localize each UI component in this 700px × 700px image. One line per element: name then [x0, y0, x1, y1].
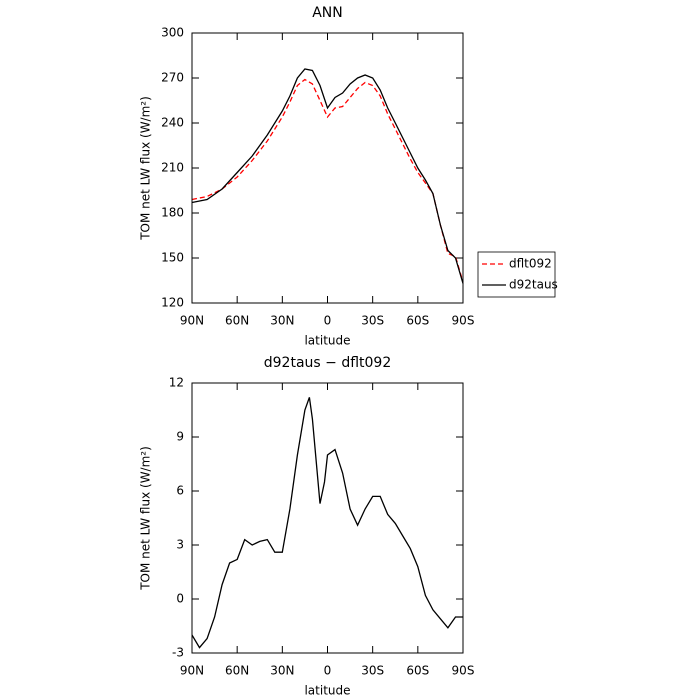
- plot-frame: [191, 382, 464, 654]
- x-axis-label: latitude: [304, 334, 350, 348]
- x-tick-label: 60N: [225, 314, 249, 328]
- y-tick-label: 6: [176, 484, 184, 498]
- y-tick-label: 3: [176, 538, 184, 552]
- x-tick-label: 60S: [406, 664, 429, 678]
- chart-title: ANN: [312, 5, 343, 21]
- y-tick-label: 210: [161, 161, 184, 175]
- y-tick-label: 300: [161, 26, 184, 40]
- y-axis-label: TOM net LW flux (W/m²): [139, 96, 153, 241]
- y-tick-label: -3: [172, 646, 184, 660]
- y-tick-label: 270: [161, 71, 184, 85]
- x-tick-label: 30N: [270, 314, 294, 328]
- line-series: [191, 78, 464, 283]
- y-tick-label: 0: [176, 592, 184, 606]
- y-tick-label: 180: [161, 206, 184, 220]
- y-tick-label: 120: [161, 296, 184, 310]
- x-tick-label: 30S: [361, 314, 384, 328]
- x-tick-label: 60S: [406, 314, 429, 328]
- line-series: [191, 397, 463, 649]
- x-tick-label: 90N: [180, 664, 204, 678]
- legend-label: d92taus: [509, 278, 558, 292]
- chart-title: d92taus − dflt092: [264, 355, 391, 371]
- x-axis-label: latitude: [304, 684, 350, 698]
- y-tick-label: 150: [161, 251, 184, 265]
- legend-label: dflt092: [509, 257, 552, 271]
- y-tick-label: 12: [169, 376, 184, 390]
- x-tick-label: 0: [324, 664, 332, 678]
- x-tick-label: 30S: [361, 664, 384, 678]
- line-series: [191, 68, 464, 284]
- legend-box: [477, 251, 556, 298]
- plot-frame: [191, 32, 464, 304]
- y-axis-label: TOM net LW flux (W/m²): [139, 446, 153, 591]
- y-tick-label: 240: [161, 116, 184, 130]
- x-tick-label: 30N: [270, 664, 294, 678]
- x-tick-label: 0: [324, 314, 332, 328]
- y-tick-label: 9: [176, 430, 184, 444]
- x-tick-label: 90S: [452, 314, 475, 328]
- x-tick-label: 60N: [225, 664, 249, 678]
- x-tick-label: 90N: [180, 314, 204, 328]
- x-tick-label: 90S: [452, 664, 475, 678]
